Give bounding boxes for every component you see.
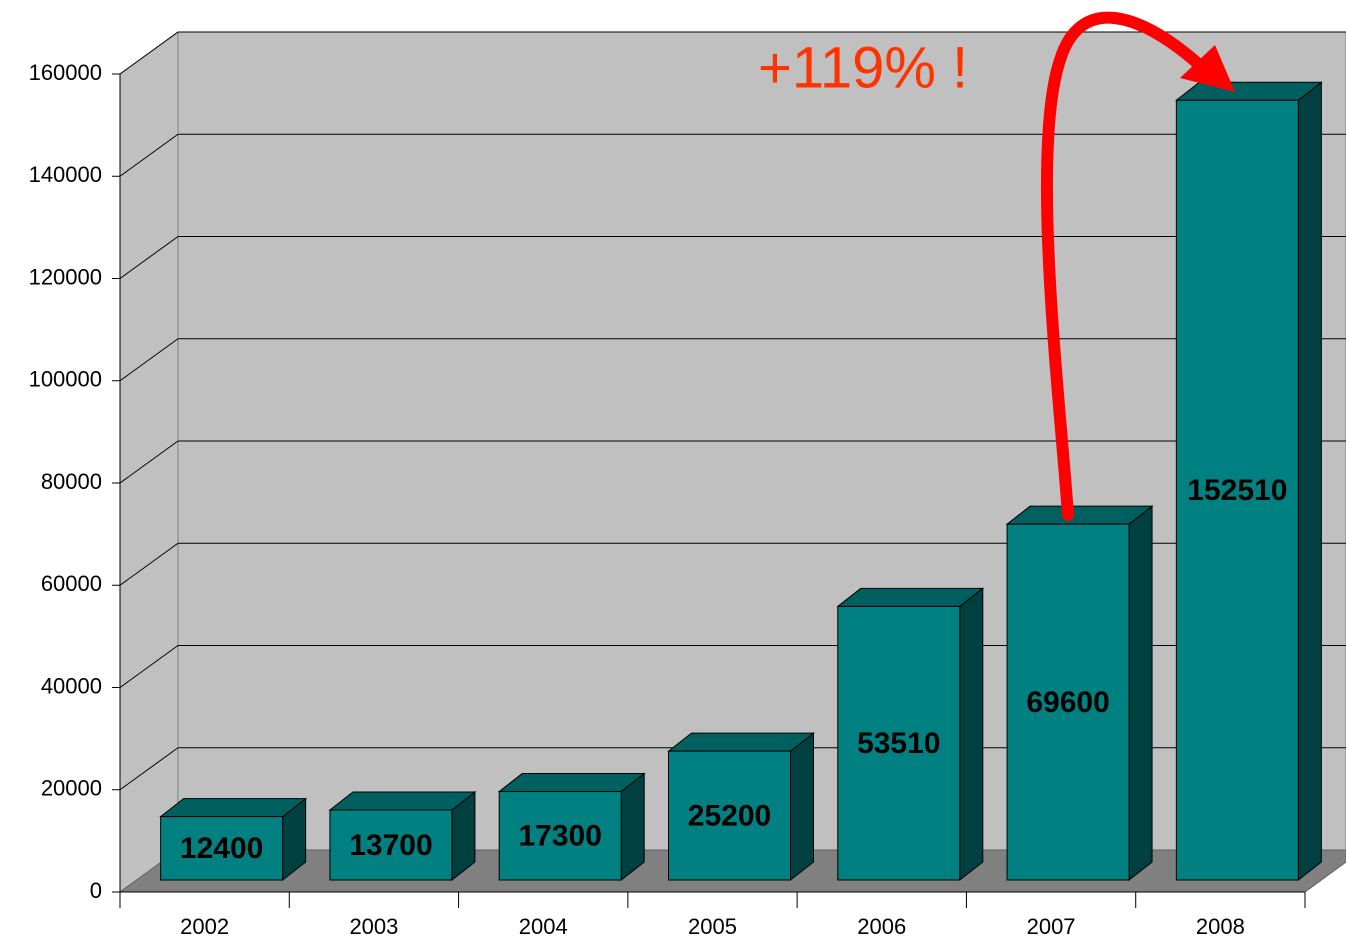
bar-side (620, 772, 645, 882)
bar-side (1128, 505, 1153, 882)
bar (160, 816, 284, 881)
bar (1006, 523, 1130, 881)
y-tick-label: 140000 (29, 162, 102, 187)
grid-line (119, 31, 179, 75)
x-tick-label: 2008 (1196, 914, 1245, 939)
bar-top (836, 587, 985, 607)
value-label: 13700 (349, 829, 432, 862)
bar-side (959, 587, 984, 882)
x-tick-label: 2005 (688, 914, 737, 939)
x-tick-label: 2003 (349, 914, 398, 939)
bar-side (790, 732, 814, 882)
value-label: 152510 (1187, 474, 1287, 507)
y-tick-label: 60000 (41, 571, 102, 596)
value-label: 69600 (1026, 686, 1109, 719)
bar-top (328, 791, 477, 811)
bar-side (1297, 81, 1322, 882)
y-tick-label: 40000 (41, 673, 102, 698)
value-label: 25200 (688, 800, 771, 833)
bars: 12400 13700 17300 25200 53510 69600 152510 (159, 81, 1323, 882)
bar (837, 605, 961, 881)
bar-top (667, 732, 815, 752)
bar-top (497, 773, 646, 793)
bar-top (1174, 81, 1323, 101)
bar (668, 750, 791, 881)
bar (329, 809, 453, 881)
y-tick-label: 120000 (29, 264, 102, 289)
x-tick-label: 2007 (1027, 914, 1076, 939)
y-tick-label: 20000 (41, 776, 102, 801)
grid-line (119, 645, 179, 688)
bar-top (1005, 505, 1154, 525)
x-tick-label: 2004 (519, 914, 568, 939)
y-tick-label: 0 (90, 878, 102, 903)
annotation-arrow (1040, 11, 1211, 521)
grid-line (119, 542, 179, 586)
bar (1175, 99, 1299, 881)
y-tick-label: 100000 (29, 367, 102, 392)
value-label: 53510 (857, 727, 940, 760)
annotation: +119% ! (758, 35, 968, 100)
annotation-arrowhead (1180, 45, 1235, 92)
grid-line (119, 133, 179, 177)
grid-line (119, 747, 179, 791)
bar (498, 791, 622, 881)
x-tick-label: 2002 (180, 914, 229, 939)
grid-line (119, 338, 179, 382)
y-tick-label: 160000 (29, 60, 102, 85)
bar-top (159, 798, 308, 818)
value-label: 17300 (518, 820, 601, 853)
grid-line (119, 236, 179, 279)
value-label: 12400 (180, 832, 263, 865)
grid-line (119, 440, 179, 484)
y-tick-label: 80000 (41, 469, 102, 494)
x-tick-label: 2006 (857, 914, 906, 939)
